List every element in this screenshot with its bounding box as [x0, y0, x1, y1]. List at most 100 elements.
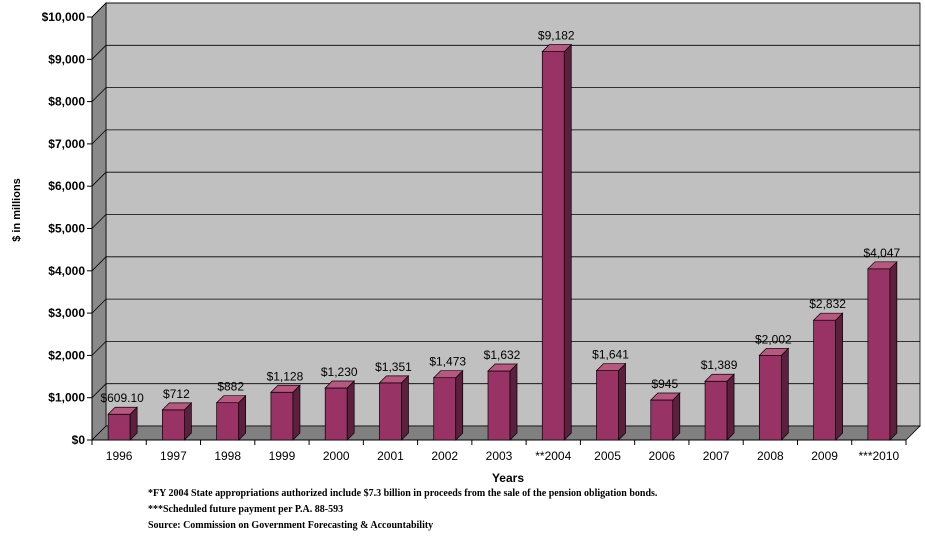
bar-front — [650, 399, 674, 441]
bar — [812, 312, 844, 441]
x-tick-label: 2005 — [594, 449, 621, 463]
bar-top — [595, 363, 627, 371]
bar — [867, 260, 898, 441]
y-tick-label: $10,000 — [42, 10, 86, 24]
bar-side — [455, 369, 464, 441]
bar-front — [541, 51, 565, 441]
bar-side — [618, 362, 626, 441]
gridline-side — [91, 214, 107, 229]
y-tick-label: $3,000 — [48, 306, 85, 320]
bar-side — [563, 43, 572, 441]
x-tick-label: **2004 — [535, 449, 571, 463]
x-tick-label: 2001 — [377, 449, 404, 463]
bar — [595, 362, 627, 441]
gridline-side — [91, 2, 107, 18]
bar — [378, 375, 410, 441]
data-label: $1,351 — [375, 360, 412, 374]
bar-top — [378, 375, 410, 384]
bar-chart: $0 $1,000 $2,000 $3,000 $4,000 $5,000 $6,000 $7… — [11, 2, 921, 485]
data-label: $4,047 — [864, 246, 901, 260]
bar-top — [432, 370, 464, 379]
bar-front — [758, 354, 782, 441]
data-label: $1,230 — [321, 365, 358, 379]
bar-top — [649, 392, 681, 401]
data-label: $1,473 — [429, 355, 466, 369]
bar — [649, 392, 681, 441]
data-label: $882 — [217, 380, 244, 394]
bar — [541, 43, 573, 441]
bar-front — [867, 268, 891, 441]
bar-side — [889, 260, 898, 441]
gridline-side — [91, 341, 107, 356]
bar-top — [867, 261, 898, 270]
x-tick-label: 1997 — [160, 449, 187, 463]
bar-top — [215, 395, 247, 404]
bar-front — [487, 370, 511, 441]
footnote-2004: *FY 2004 State appropriations authorized… — [148, 488, 658, 499]
footnote-2010: ***Scheduled future payment per P.A. 88-… — [148, 504, 344, 515]
gridline-side — [91, 45, 107, 60]
bar-front — [596, 370, 619, 441]
bar-front — [216, 402, 240, 441]
bar — [758, 347, 790, 441]
data-label: $945 — [651, 377, 678, 391]
x-tick-label: 1998 — [214, 449, 241, 463]
bar — [704, 373, 735, 441]
bar-front — [704, 380, 728, 441]
bar — [487, 363, 518, 441]
data-label: $9,182 — [538, 29, 575, 43]
bar-front — [162, 409, 185, 441]
bar-top — [487, 363, 518, 372]
x-tick-label: 2008 — [757, 449, 784, 463]
bar-side — [726, 373, 735, 441]
data-label: $712 — [163, 387, 190, 401]
bar-front — [379, 382, 402, 441]
bar-top — [541, 44, 573, 52]
y-tick-label: $8,000 — [48, 95, 85, 109]
gridline-side — [91, 256, 107, 272]
x-tick-label: ***2010 — [859, 449, 900, 463]
y-tick-label: $1,000 — [48, 391, 85, 405]
gridline-side — [91, 129, 107, 145]
bar — [270, 384, 301, 441]
x-tick-label: 2009 — [811, 449, 838, 463]
gridline-side — [91, 298, 107, 314]
bar-top — [704, 373, 735, 382]
data-label: $2,832 — [809, 297, 846, 311]
y-tick-labels: $0 $1,000 $2,000 $3,000 $4,000 $5,000 $6,000 $7… — [42, 10, 86, 447]
y-tick-label: $0 — [72, 433, 86, 447]
bar-front — [813, 319, 836, 441]
footnotes: *FY 2004 State appropriations authorized… — [148, 486, 657, 534]
bar-side — [346, 380, 355, 441]
gridline-side — [91, 87, 107, 102]
bar-side — [780, 347, 789, 441]
y-tick-label: $9,000 — [48, 52, 85, 66]
bar-front — [270, 391, 294, 441]
data-label: $2,002 — [755, 332, 792, 346]
x-tick-label: 2002 — [431, 449, 458, 463]
bars — [107, 43, 898, 441]
bar-top — [161, 402, 193, 411]
bar — [432, 369, 464, 441]
bar-side — [672, 392, 681, 441]
data-label: $1,632 — [484, 348, 521, 362]
bar-side — [835, 312, 843, 441]
y-tick-label: $5,000 — [48, 222, 85, 236]
bar-side — [292, 384, 301, 441]
data-label: $1,641 — [592, 348, 629, 362]
y-axis-title: $ in millions — [11, 178, 23, 242]
data-label: $609.10 — [100, 391, 144, 405]
x-tick-label: 1999 — [269, 449, 296, 463]
gridline-side — [91, 171, 107, 187]
x-tick-label: 2006 — [648, 449, 675, 463]
x-tick-label: 2007 — [703, 449, 730, 463]
x-tick-label: 2003 — [486, 449, 513, 463]
data-label: $1,389 — [701, 358, 738, 372]
bar — [215, 394, 247, 441]
y-tick-label: $6,000 — [48, 179, 85, 193]
bar-side — [509, 363, 518, 441]
bar — [324, 380, 356, 441]
x-tick-labels: 1996 1997 1998 1999 2000 2001 2002 2003 **2004 20… — [106, 449, 900, 463]
x-tick-label: 1996 — [106, 449, 133, 463]
bar-front — [107, 413, 131, 441]
